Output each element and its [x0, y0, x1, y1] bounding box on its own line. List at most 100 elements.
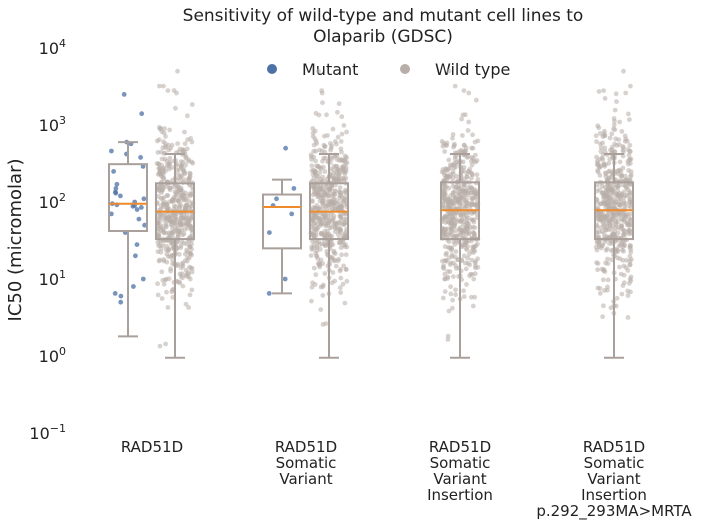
wild-type-point-g1-444 — [339, 149, 344, 155]
mutant-point-g0-7 — [140, 164, 146, 169]
y-tick-label-4: 103 — [39, 114, 66, 135]
wild-type-point-g3-472 — [625, 138, 630, 144]
wild-type-point-g0-507 — [154, 161, 160, 166]
wild-type-point-g0-463 — [177, 205, 182, 211]
wild-type-point-g0-139 — [186, 305, 192, 310]
wild-type-point-g3-485 — [616, 202, 621, 208]
wild-type-point-g0-285 — [183, 301, 189, 307]
mutant-point-g0-29 — [131, 284, 136, 289]
wild-type-point-g3-354 — [621, 272, 627, 278]
wild-type-point-g1-431 — [326, 220, 331, 226]
wild-type-point-g1-457 — [323, 321, 329, 326]
mutant-point-g0-12 — [113, 190, 119, 196]
wild-type-point-g0-148 — [159, 269, 165, 275]
wild-type-point-g0-506 — [186, 274, 192, 280]
wild-type-point-g2-324 — [466, 201, 471, 207]
wild-type-point-g3-380 — [598, 149, 604, 154]
wild-type-point-g3-131 — [598, 145, 604, 151]
wild-type-point-g2-513 — [472, 231, 477, 237]
wild-type-point-g2-299 — [472, 139, 478, 145]
wild-type-point-g2-448 — [466, 230, 472, 235]
wild-type-point-g2-481 — [448, 200, 453, 205]
wild-type-point-g1-480 — [310, 126, 316, 131]
wild-type-point-g0-336 — [175, 233, 181, 239]
mutant-point-g0-28 — [140, 276, 146, 282]
wild-type-point-g1-488 — [314, 240, 320, 246]
wild-type-point-g0-357 — [176, 252, 182, 257]
wild-type-point-g0-500 — [164, 201, 170, 207]
wild-type-point-g2-445 — [441, 215, 447, 221]
wild-type-point-g2-463 — [458, 231, 464, 236]
wild-type-point-g0-487 — [185, 220, 191, 226]
wild-type-point-g0-418 — [156, 230, 162, 236]
wild-type-point-g3-108 — [602, 145, 608, 151]
wild-type-point-g1-162 — [330, 270, 336, 275]
wild-type-point-g1-516 — [322, 133, 327, 139]
wild-type-point-g1-500 — [331, 170, 337, 176]
wild-type-point-g2-406 — [457, 200, 462, 206]
wild-type-point-g3-147 — [625, 315, 631, 320]
wild-type-point-g3-475 — [610, 211, 616, 216]
wild-type-point-g3-373 — [601, 231, 607, 237]
wild-type-point-g0-355 — [157, 219, 163, 225]
wild-type-point-g0-422 — [170, 257, 176, 263]
wild-type-point-g3-379 — [605, 277, 611, 283]
wild-type-point-g1-407 — [329, 183, 335, 188]
wild-type-point-g0-265 — [165, 193, 171, 199]
wild-type-point-g3-349 — [616, 243, 622, 249]
wild-type-point-g1-448 — [342, 216, 347, 222]
wild-type-point-g0-455 — [167, 185, 173, 191]
wild-type-point-g1-433 — [334, 157, 340, 163]
wild-type-point-g2-489 — [451, 193, 456, 198]
wild-type-point-g3-410 — [595, 123, 601, 129]
wild-type-point-g2-379 — [450, 135, 455, 141]
category-label-g2-line-1: Somatic — [430, 454, 491, 472]
wild-type-point-g3-490 — [611, 233, 616, 238]
x-axis-categories: RAD51D RAD51DSomaticVariantRAD51DSomaticV… — [121, 438, 693, 521]
wild-type-point-g3-427 — [627, 149, 633, 154]
wild-type-point-g0-403 — [180, 260, 186, 266]
wild-type-point-g0-261 — [157, 83, 162, 89]
wild-type-point-g2-467 — [461, 197, 466, 203]
wild-type-point-g2-376 — [461, 288, 466, 294]
wild-type-point-g2-455 — [461, 176, 466, 182]
wild-type-point-g2-209 — [453, 292, 458, 298]
wild-type-point-g2-392 — [439, 139, 445, 144]
wild-type-outlier-g3-1 — [601, 88, 606, 93]
wild-type-point-g0-498 — [177, 175, 183, 181]
wild-type-point-g3-92 — [617, 264, 622, 270]
wild-type-point-g2-446 — [472, 244, 477, 250]
wild-type-outlier-g0-2 — [174, 90, 179, 96]
wild-type-point-g3-479 — [619, 172, 625, 178]
wild-type-point-g1-105 — [344, 278, 350, 284]
wild-type-point-g2-451 — [440, 258, 445, 264]
wild-type-point-g0-350 — [157, 343, 163, 349]
wild-type-point-g1-181 — [320, 100, 325, 106]
wild-type-point-g0-416 — [159, 183, 165, 188]
wild-type-point-g0-351 — [159, 156, 165, 162]
wild-type-point-g1-320 — [317, 218, 323, 224]
wild-type-point-g0-421 — [173, 217, 179, 223]
wild-type-point-g3-217 — [595, 160, 601, 166]
wild-type-point-g1-519 — [337, 240, 343, 246]
wild-type-point-g3-69 — [598, 225, 603, 230]
wild-type-point-g0-197 — [189, 159, 195, 165]
wild-type-point-g2-519 — [451, 162, 457, 168]
wild-type-point-g3-347 — [595, 261, 601, 266]
wild-type-point-g1-475 — [313, 205, 318, 211]
wild-type-point-g1-461 — [327, 186, 333, 192]
wild-type-point-g2-397 — [466, 169, 472, 175]
wild-type-point-g0-419 — [171, 194, 177, 200]
wild-type-point-g2-127 — [459, 116, 464, 122]
wild-type-point-g3-464 — [607, 241, 612, 246]
wild-type-point-g0-397 — [163, 341, 169, 347]
wild-type-point-g3-266 — [620, 257, 626, 263]
wild-type-point-g0-246 — [155, 292, 161, 298]
wild-type-point-g0-470 — [181, 211, 187, 217]
mutant-point-g1-2 — [274, 196, 279, 202]
wild-type-point-g2-393 — [444, 250, 449, 256]
wild-type-point-g1-77 — [335, 134, 341, 140]
wild-type-point-g1-392 — [344, 160, 350, 166]
wild-type-point-g0-367 — [161, 281, 167, 287]
